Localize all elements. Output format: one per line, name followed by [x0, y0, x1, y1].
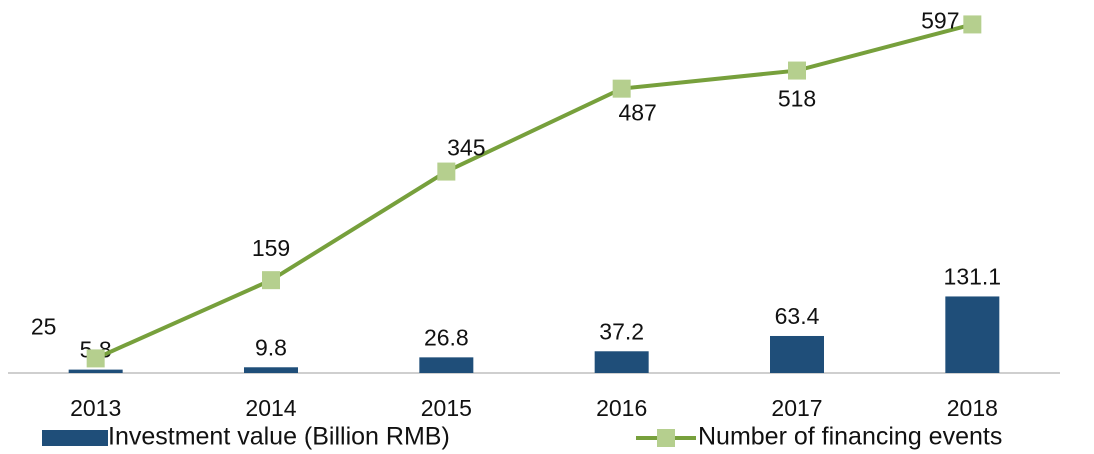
x-tick-label: 2017 [771, 395, 822, 421]
bar [419, 357, 474, 373]
legend-swatch [42, 430, 108, 446]
bar [68, 369, 123, 373]
legend-label: Investment value (Billion RMB) [108, 423, 450, 451]
bar-value-label: 9.8 [255, 334, 287, 360]
line-value-label: 518 [778, 86, 816, 112]
bar-value-label: 131.1 [944, 264, 1002, 290]
legend-label: Number of financing events [698, 423, 1002, 451]
bar-value-label: 37.2 [599, 318, 644, 344]
bar-value-label: 26.8 [424, 324, 469, 350]
bar [594, 351, 649, 373]
legend-swatch [657, 429, 675, 447]
bar-value-label: 63.4 [775, 303, 820, 329]
x-tick-label: 2015 [421, 395, 472, 421]
line [94, 22, 973, 361]
x-tick-label: 2014 [245, 395, 296, 421]
bar [244, 367, 298, 373]
x-tick-label: 2016 [596, 395, 647, 421]
line-marker [788, 61, 806, 80]
line-value-label: 487 [618, 100, 656, 126]
line-value-label: 25 [31, 313, 57, 339]
bar [945, 296, 1000, 373]
line-marker [262, 271, 280, 290]
line-value-label: 345 [447, 135, 485, 161]
line-marker [86, 349, 105, 368]
line-marker [612, 79, 631, 98]
line-value-label: 159 [252, 235, 290, 261]
x-tick-label: 2018 [947, 395, 998, 421]
x-tick-label: 2013 [70, 395, 121, 421]
line-marker [437, 162, 456, 181]
bar [770, 335, 824, 373]
line-marker [963, 15, 982, 34]
line-value-label: 597 [921, 8, 959, 34]
